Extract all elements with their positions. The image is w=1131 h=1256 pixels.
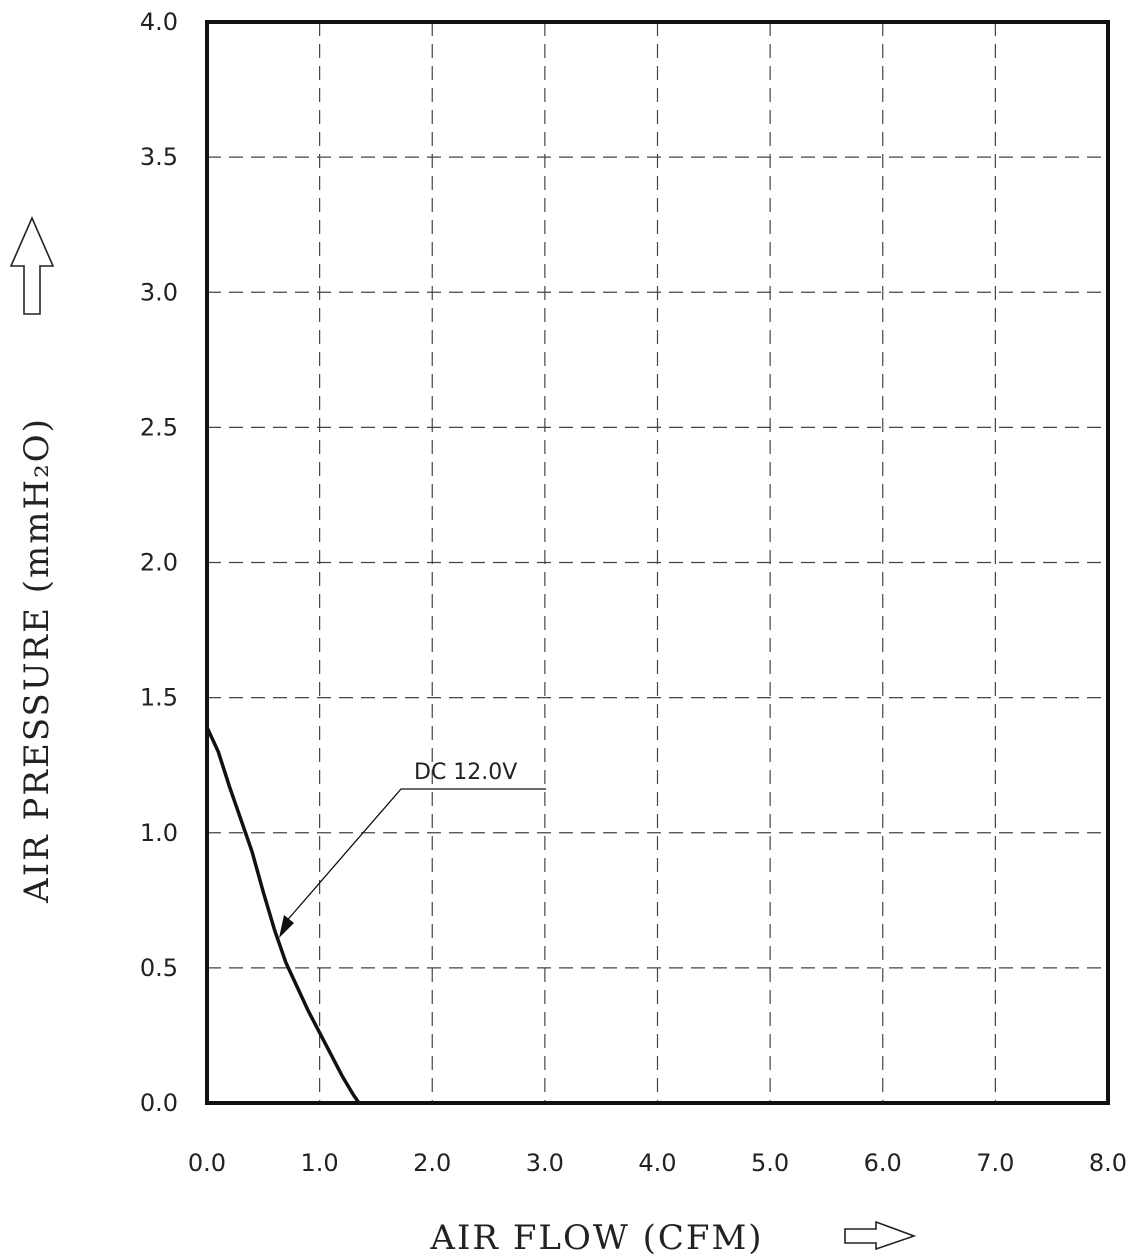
annotation-leader-line [283,788,546,925]
y-tick-labels: 0.0 0.5 1.0 1.5 2.0 2.5 3.0 3.5 4.0 [140,8,178,1117]
x-tick-labels: 0.0 1.0 2.0 3.0 4.0 5.0 6.0 7.0 8.0 [188,1149,1127,1177]
y-tick-label: 0.5 [140,954,178,982]
y-tick-label: 0.0 [140,1089,178,1117]
x-tick-label: 4.0 [638,1149,676,1177]
grid-lines [207,22,1108,1103]
x-tick-label: 8.0 [1089,1149,1127,1177]
x-tick-label: 1.0 [301,1149,339,1177]
series-annotation-label: DC 12.0V [414,760,517,785]
y-tick-label: 3.5 [140,143,178,171]
x-axis-title-group: AIR FLOW (CFM) [429,1218,917,1256]
series-annotation: DC 12.0V [279,760,546,938]
y-tick-label: 1.0 [140,819,178,847]
y-tick-label: 3.0 [140,278,178,306]
x-tick-label: 6.0 [864,1149,902,1177]
y-axis-title: AIR PRESSURE (mmH₂O) [17,417,57,904]
series-group [205,725,361,1105]
x-axis-right-arrow-icon [844,1220,917,1251]
x-tick-label: 7.0 [976,1149,1014,1177]
x-tick-label: 2.0 [413,1149,451,1177]
y-tick-label: 4.0 [140,8,178,36]
x-tick-label: 0.0 [188,1149,226,1177]
x-axis-title: AIR FLOW (CFM) [429,1218,763,1256]
y-tick-label: 1.5 [140,684,178,712]
y-axis-up-arrow-icon [9,216,55,315]
y-axis-title-group: AIR PRESSURE (mmH₂O) [9,216,57,904]
x-tick-label: 3.0 [526,1149,564,1177]
x-tick-label: 5.0 [751,1149,789,1177]
plot-frame [205,20,1110,1105]
annotation-arrowhead [279,915,294,938]
series-line [205,725,361,1105]
y-tick-label: 2.0 [140,549,178,577]
y-tick-label: 2.5 [140,413,178,441]
